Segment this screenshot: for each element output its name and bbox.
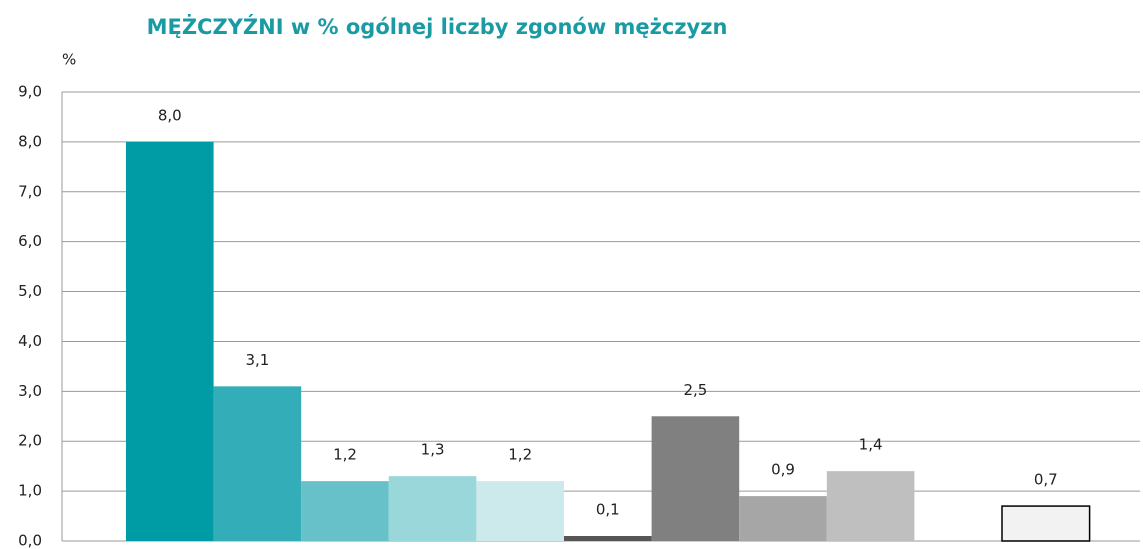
- value-label: 1,2: [333, 446, 357, 464]
- bar: [126, 141, 214, 541]
- y-tick-label: 3,0: [18, 382, 42, 400]
- y-tick-label: 4,0: [18, 332, 42, 350]
- bar: [301, 481, 389, 541]
- y-axis-label: %: [62, 51, 76, 69]
- value-label: 2,5: [683, 381, 707, 399]
- value-label: 1,4: [859, 436, 883, 454]
- bar: [739, 496, 827, 541]
- value-label: 0,7: [1034, 471, 1058, 489]
- bar: [826, 471, 915, 541]
- value-label: 1,2: [508, 446, 532, 464]
- y-tick-label: 5,0: [18, 282, 42, 300]
- value-label: 8,0: [158, 106, 182, 124]
- y-tick-label: 7,0: [18, 182, 42, 200]
- value-label: 0,1: [596, 501, 620, 519]
- bar: [1001, 505, 1091, 542]
- y-tick-label: 6,0: [18, 232, 42, 250]
- value-label: 1,3: [421, 441, 445, 459]
- y-tick-label: 1,0: [18, 482, 42, 500]
- y-tick-label: 8,0: [18, 132, 42, 150]
- value-label: 0,9: [771, 461, 795, 479]
- y-tick-label: 9,0: [18, 83, 42, 101]
- y-tick-label: 2,0: [18, 432, 42, 450]
- y-tick-label: 0,0: [18, 532, 42, 549]
- bar: [651, 416, 740, 541]
- chart-title: MĘŻCZYŹNI w % ogólnej liczby zgonów mężc…: [147, 14, 728, 39]
- bar: [564, 536, 652, 541]
- value-label: 3,1: [245, 351, 269, 369]
- bar: [476, 481, 564, 541]
- bar: [213, 386, 302, 541]
- bar: [388, 476, 477, 541]
